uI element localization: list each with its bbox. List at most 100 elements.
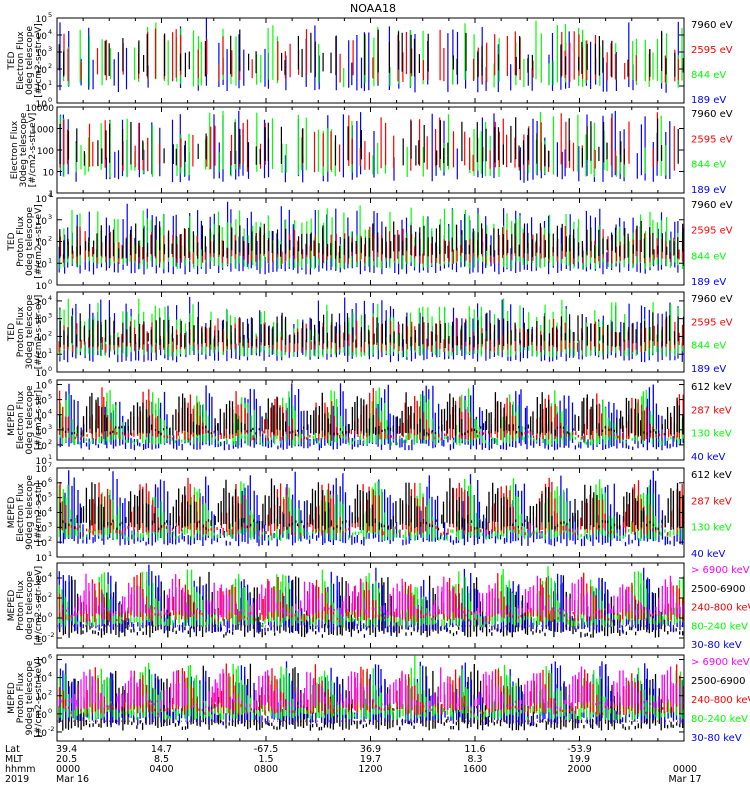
legend-entry: 2500-6900	[691, 676, 746, 687]
panel-4: TED Proton Flux 30deg telescope [#/cm2-s-st…	[7, 291, 733, 379]
y-tick-label: 10	[36, 442, 48, 452]
y-axis-label-line: [#/cm2-s-str]	[34, 482, 44, 542]
y-axis-label-line: MEPED	[7, 404, 17, 436]
y-tick-exponent: 2	[48, 329, 52, 337]
y-tick-exponent: 3	[48, 520, 52, 528]
y-tick-exponent: 1	[48, 347, 52, 355]
y-tick-exponent: 6	[48, 378, 52, 386]
y-axis-label-line: 0deg telescope	[25, 26, 35, 96]
series-trace-2	[58, 317, 684, 353]
y-tick-label: 10	[36, 83, 48, 93]
panels: TED Electron Flux 0deg telescope [#/cm2-s-s…	[7, 11, 750, 744]
legend-entry: 7960 eV	[691, 294, 733, 305]
legend: 7960 eV 2595 eV 844 eV 189 eV	[691, 20, 733, 106]
series-trace-4	[58, 201, 684, 275]
y-tick-exponent: -2	[48, 631, 54, 639]
series-traces	[58, 201, 684, 275]
legend: 7960 eV 2595 eV 844 eV 189 eV	[691, 294, 733, 375]
y-tick-exponent: 4	[48, 294, 52, 302]
y-axis-label-line: TED	[7, 323, 17, 342]
x-tick-lat: 39.4	[56, 744, 77, 755]
panel-1: TED Electron Flux 0deg telescope [#/cm2-s-s…	[7, 11, 733, 110]
y-tick-label: 10	[36, 675, 48, 685]
y-axis-label-line: 30deg telescope	[19, 112, 29, 187]
y-tick-exponent: 7	[48, 461, 52, 469]
y-tick-label: 10	[36, 100, 48, 110]
y-axis-label-line: 0deg telescope	[25, 207, 35, 277]
y-tick-label: 10	[36, 412, 48, 422]
series-trace-3	[59, 298, 684, 358]
y-tick-label: 10	[36, 260, 48, 270]
x-tick-lat: 14.7	[151, 744, 172, 755]
legend-entry: 2500-6900	[691, 584, 746, 595]
legend-entry: 7960 eV	[691, 20, 733, 31]
legend-entry: 844 eV	[691, 341, 726, 352]
legend-entry: 189 eV	[691, 185, 726, 196]
y-tick-label: 10	[36, 495, 48, 505]
legend-entry: > 6900 keV	[691, 565, 750, 576]
series-trace-1	[58, 29, 684, 78]
series-trace-1	[59, 117, 679, 168]
y-tick-label: 10	[36, 66, 48, 76]
y-tick-label: 10	[36, 15, 48, 25]
y-tick-label: 10	[36, 510, 48, 520]
y-axis-label-line: 90deg telescope	[25, 660, 35, 735]
legend-entry: 844 eV	[691, 70, 726, 81]
y-axis-label-line: MEPED	[7, 590, 17, 622]
x-tick-lat: 11.6	[464, 744, 485, 755]
y-tick-exponent: 0	[48, 278, 52, 286]
y-tick-exponent: 3	[48, 423, 52, 431]
legend-entry: 844 eV	[691, 160, 726, 171]
y-axis-label-line: Electron Flux	[16, 31, 26, 90]
y-axis-label-line: [#/cm2-s-str-keV]	[34, 658, 44, 737]
y-tick-exponent: 4	[48, 408, 52, 416]
series-traces	[58, 18, 684, 93]
y-tick-label: 10	[36, 351, 48, 361]
legend-entry: 130 keV	[691, 523, 732, 534]
x-tick-mlt: 20.5	[56, 754, 77, 765]
legend: > 6900 keV 2500-6900 240-800 keV 80-240 keV…	[691, 565, 750, 651]
y-tick-label: 10	[43, 169, 55, 179]
legend-entry: 287 keV	[691, 405, 732, 416]
y-axis-label-line: Electron Flux	[10, 120, 20, 179]
y-tick-exponent: 6	[48, 653, 52, 661]
y-tick-label: 10000	[25, 104, 54, 114]
x-tick-mlt: 1.5	[258, 754, 273, 765]
legend-entry: 612 keV	[691, 470, 732, 481]
y-axis-label-line: Proton Flux	[16, 306, 26, 357]
y-tick-label: 10	[36, 32, 48, 42]
legend: 7960 eV 2595 eV 844 eV 189 eV	[691, 200, 733, 288]
y-tick-exponent: 1	[48, 79, 52, 87]
y-tick-label: 10	[36, 524, 48, 534]
y-tick-exponent: 3	[48, 213, 52, 221]
y-axis-label-line: Proton Flux	[16, 672, 26, 723]
y-tick-label: 10	[36, 195, 48, 205]
y-axis-label-line: Electron Flux	[16, 390, 26, 449]
y-tick-exponent: 0	[48, 96, 52, 104]
y-axis-label-line: Electron Flux	[16, 483, 26, 542]
y-tick-exponent: 4	[48, 28, 52, 36]
y-axis-label-line: [#/cm2-s-str-keV]	[34, 566, 44, 645]
series-traces	[59, 110, 679, 183]
legend-entry: 7960 eV	[691, 200, 733, 211]
x-tick-lat: 36.9	[360, 744, 381, 755]
panel-3: TED Proton Flux 0deg telescope [#/cm2-s-str…	[7, 191, 733, 292]
x-tick-hhmm: 0000	[673, 764, 697, 775]
y-axis-label-line: [#/cm2-s-str-eV]	[34, 204, 44, 279]
series-trace-1	[59, 220, 684, 259]
series-trace-4	[59, 470, 683, 547]
y-tick-label: 10	[36, 615, 48, 625]
legend: 612 keV 287 keV 130 keV 40 keV	[691, 382, 732, 463]
series-trace-5	[59, 661, 683, 726]
y-tick-label: 10	[36, 427, 48, 437]
panel-5: MEPED Electron Flux 0deg telescope [#/cm2-s…	[7, 378, 732, 467]
series-trace-4	[59, 296, 683, 363]
legend-entry: 240-800 keV	[691, 603, 750, 614]
y-axis-label-line: MEPED	[7, 497, 17, 529]
